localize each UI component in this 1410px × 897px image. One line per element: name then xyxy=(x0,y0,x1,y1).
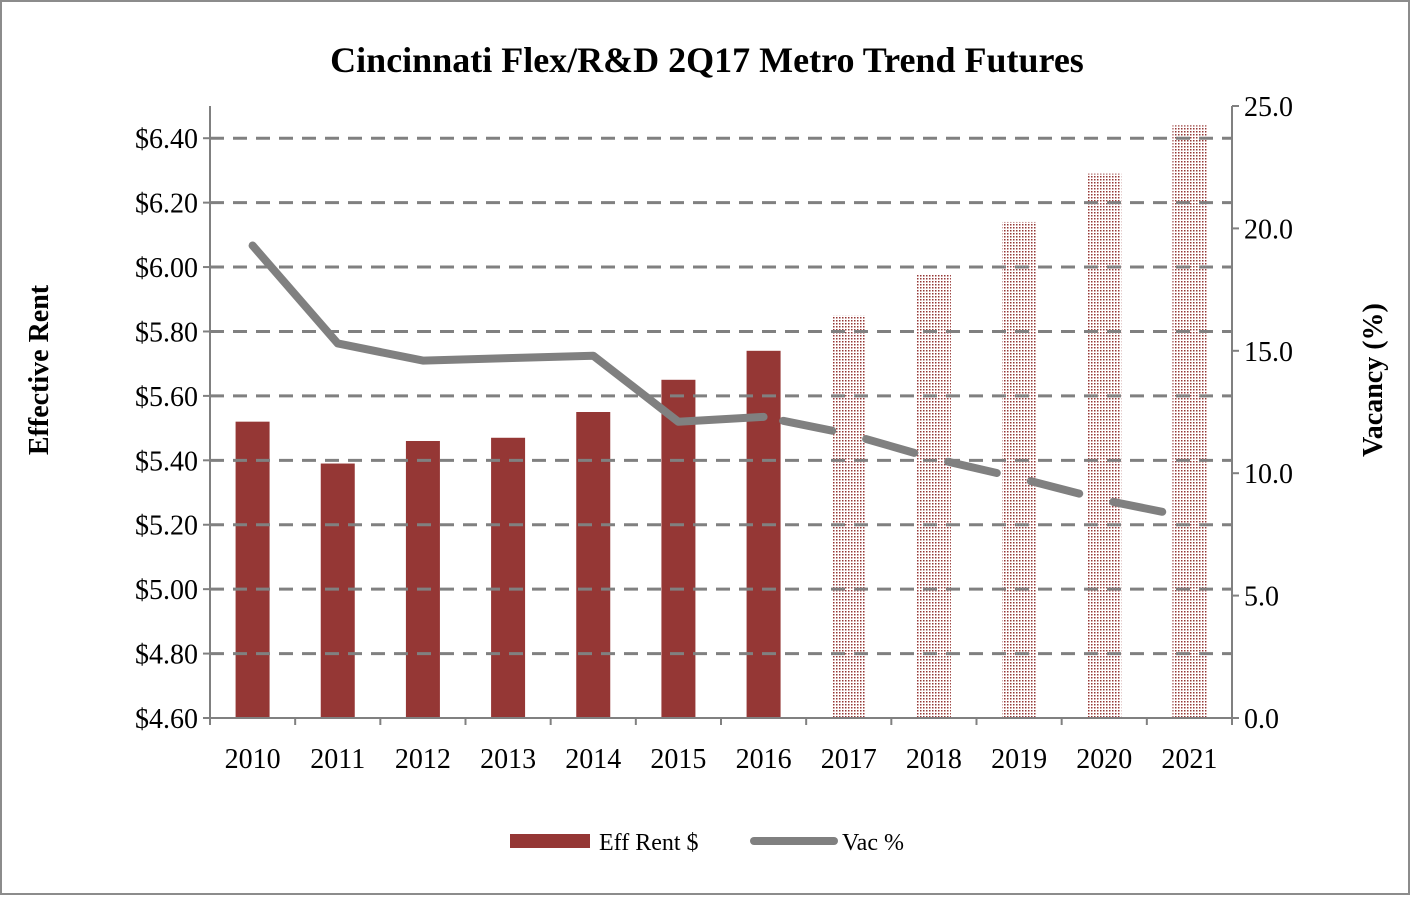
bar-2018 xyxy=(917,273,951,718)
y-tick-label: $6.40 xyxy=(135,124,198,155)
bar-2021 xyxy=(1172,125,1206,718)
y2-tick-label: 0.0 xyxy=(1244,704,1279,735)
y-tick-label: $4.60 xyxy=(135,704,198,735)
legend-label-vac: Vac % xyxy=(842,830,904,856)
bar-2012 xyxy=(406,441,440,718)
bar-2019 xyxy=(1002,222,1036,718)
y2-tick-label: 25.0 xyxy=(1244,92,1293,123)
bar-2017 xyxy=(832,315,866,718)
x-tick-label: 2021 xyxy=(1161,744,1217,775)
bar-2013 xyxy=(491,438,525,718)
y-tick-label: $5.20 xyxy=(135,511,198,542)
x-tick-label: 2014 xyxy=(565,744,621,775)
y-tick-label: $5.00 xyxy=(135,575,198,606)
y-axis-label: Effective Rent xyxy=(24,284,55,455)
legend-swatch-eff-rent xyxy=(510,834,590,848)
x-tick-label: 2012 xyxy=(395,744,451,775)
y-tick-label: $5.40 xyxy=(135,446,198,477)
y-tick-label: $4.80 xyxy=(135,640,198,671)
bar-2014 xyxy=(576,412,610,718)
y-tick-label: $6.00 xyxy=(135,253,198,284)
y2-axis-label: Vacancy (%) xyxy=(1358,303,1389,457)
x-tick-label: 2020 xyxy=(1076,744,1132,775)
vacancy-line-forecast xyxy=(764,417,1190,517)
bar-2020 xyxy=(1087,174,1121,718)
legend-label-eff-rent: Eff Rent $ xyxy=(599,830,699,856)
chart-title: Cincinnati Flex/R&D 2Q17 Metro Trend Fut… xyxy=(330,40,1084,80)
x-tick-label: 2010 xyxy=(225,744,281,775)
y-tick-label: $6.20 xyxy=(135,189,198,220)
bar-2015 xyxy=(661,380,695,718)
bar-2011 xyxy=(321,464,355,718)
x-tick-label: 2017 xyxy=(821,744,877,775)
y2-tick-label: 10.0 xyxy=(1244,459,1293,490)
y-tick-label: $5.60 xyxy=(135,382,198,413)
x-tick-label: 2013 xyxy=(480,744,536,775)
x-tick-label: 2019 xyxy=(991,744,1047,775)
y2-tick-label: 15.0 xyxy=(1244,337,1293,368)
x-tick-label: 2018 xyxy=(906,744,962,775)
x-tick-label: 2016 xyxy=(736,744,792,775)
y2-tick-label: 20.0 xyxy=(1244,214,1293,245)
y-tick-label: $5.80 xyxy=(135,317,198,348)
legend: Eff Rent $ Vac % xyxy=(510,830,904,856)
bar-2016 xyxy=(747,351,781,718)
x-tick-label: 2015 xyxy=(650,744,706,775)
bar-2010 xyxy=(236,422,270,718)
x-tick-label: 2011 xyxy=(310,744,365,775)
y2-tick-label: 5.0 xyxy=(1244,582,1279,613)
